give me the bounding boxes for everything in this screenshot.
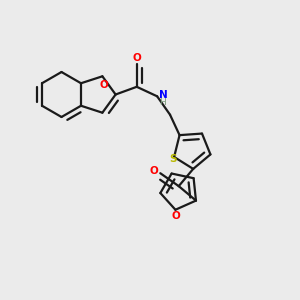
Text: O: O bbox=[100, 80, 108, 90]
Text: O: O bbox=[171, 211, 180, 221]
Text: N: N bbox=[159, 90, 167, 100]
Text: H: H bbox=[159, 98, 165, 107]
Text: O: O bbox=[132, 53, 141, 63]
Text: S: S bbox=[169, 154, 176, 164]
Text: O: O bbox=[149, 167, 158, 176]
